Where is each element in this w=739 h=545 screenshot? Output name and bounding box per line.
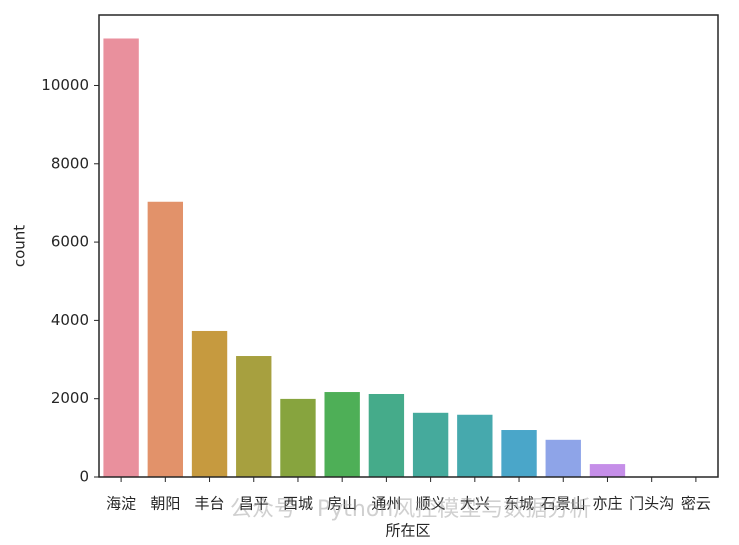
bar [368, 393, 405, 477]
y-axis-label: count [11, 225, 29, 267]
x-tick-label: 东城 [504, 495, 534, 513]
x-tick-label: 顺义 [416, 495, 446, 513]
x-tick-label: 昌平 [239, 495, 269, 513]
bar [236, 356, 272, 477]
y-tick-label: 2000 [51, 389, 89, 407]
bar [324, 392, 360, 477]
x-tick-label: 房山 [327, 495, 357, 513]
bar [103, 38, 139, 478]
y-tick-label: 4000 [51, 311, 89, 329]
bar [147, 201, 184, 477]
x-tick-label: 石景山 [541, 495, 586, 513]
x-tick-label: 丰台 [195, 495, 225, 513]
x-tick-label: 通州 [371, 495, 401, 513]
y-tick-label: 6000 [51, 233, 89, 251]
x-tick-label: 亦庄 [592, 495, 622, 513]
x-tick-label: 密云 [681, 495, 711, 513]
bar [412, 412, 449, 477]
y-tick-label: 10000 [41, 76, 89, 94]
x-tick-label: 大兴 [460, 495, 490, 513]
x-tick-label: 海淀 [106, 495, 136, 513]
bar [457, 414, 493, 477]
x-tick-label: 门头沟 [629, 495, 674, 513]
x-axis-label: 所在区 [385, 522, 430, 540]
x-tick-label: 朝阳 [150, 495, 180, 513]
bar [191, 330, 228, 477]
x-tick-label: 西城 [283, 495, 313, 513]
bar [545, 439, 581, 477]
watermark: 公众号 · Python风控模型与数据分析 [230, 497, 591, 522]
bar [589, 464, 626, 477]
bar [501, 430, 537, 477]
y-tick-label: 0 [79, 468, 89, 486]
bar [280, 398, 316, 477]
y-tick-label: 8000 [51, 154, 89, 172]
axes-frame [98, 14, 719, 478]
